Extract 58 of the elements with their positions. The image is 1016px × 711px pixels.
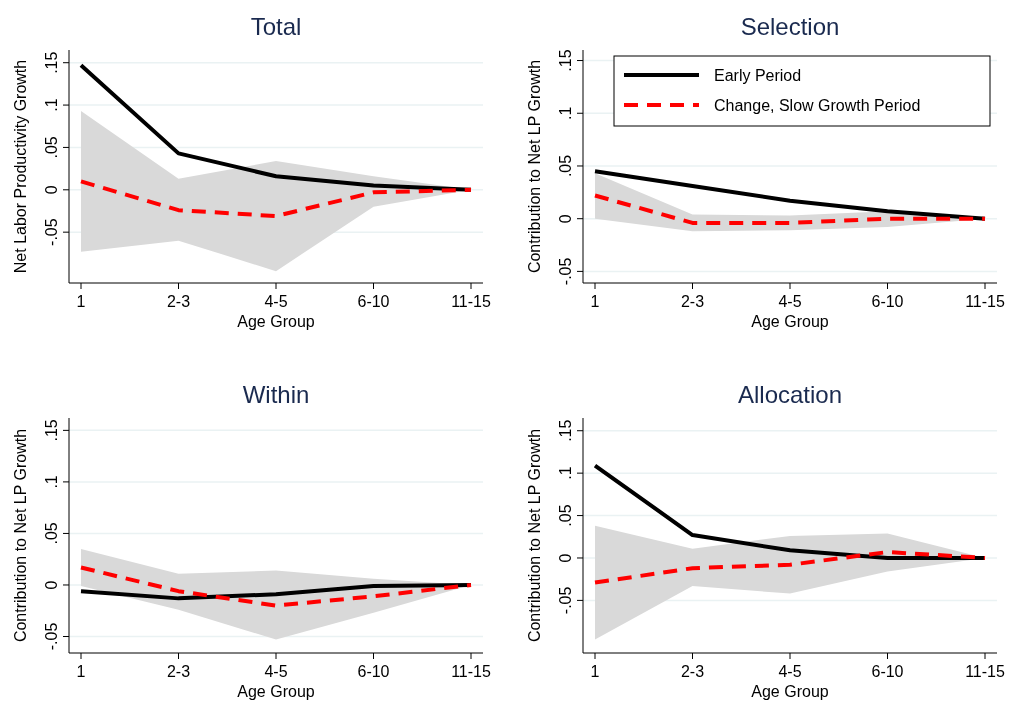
x-axis-title: Age Group	[751, 683, 829, 700]
line-series	[593, 550, 987, 585]
x-tick-label: 11-15	[965, 663, 1005, 680]
y-tick-label: 0	[557, 214, 574, 224]
x-tick-label: 2-3	[166, 293, 191, 310]
y-axis-title: Contribution to Net LP Growth	[526, 59, 543, 274]
x-axis-title: Age Group	[237, 313, 315, 330]
y-tick-label: .05	[43, 136, 60, 159]
y-tick-label: .15	[557, 419, 574, 442]
y-tick-label: .05	[557, 504, 574, 527]
x-tick-label: 1	[76, 663, 86, 680]
legend-label: Early Period	[714, 67, 802, 84]
x-tick-label: 6-10	[357, 293, 390, 310]
y-tick-label: .1	[557, 106, 574, 120]
x-tick-label: 6-10	[871, 293, 904, 310]
y-tick-label: .15	[43, 419, 60, 442]
x-tick-label: 11-15	[451, 293, 491, 310]
y-tick-label: .1	[43, 475, 60, 489]
y-tick-label: -.05	[43, 622, 60, 651]
chart-title: Total	[250, 13, 302, 40]
x-axis-title: Age Group	[237, 683, 315, 700]
y-axis-title: Contribution to Net LP Growth	[526, 428, 543, 643]
x-tick-label: 11-15	[451, 663, 491, 680]
x-tick-label: 1	[590, 663, 600, 680]
legend-label: Change, Slow Growth Period	[714, 97, 921, 114]
y-tick-label: 0	[557, 553, 574, 563]
x-tick-label: 2-3	[680, 663, 705, 680]
y-tick-label: .05	[557, 154, 574, 178]
x-tick-label: 4-5	[778, 293, 802, 310]
y-axis-title: Net Labor Productivity Growth	[12, 59, 29, 274]
chart-title: Allocation	[737, 381, 843, 408]
x-tick-label: 2-3	[166, 663, 191, 680]
y-tick-label: 0	[43, 185, 60, 195]
x-tick-label: 4-5	[264, 293, 288, 310]
y-tick-label: .05	[43, 522, 60, 545]
y-tick-label: .15	[557, 49, 574, 72]
y-tick-label: 0	[43, 580, 60, 590]
y-tick-label: -.05	[557, 586, 574, 615]
chart-title: Within	[242, 381, 310, 408]
x-tick-label: 2-3	[680, 293, 705, 310]
y-axis-title: Contribution to Net LP Growth	[12, 428, 29, 643]
x-tick-label: 4-5	[264, 663, 288, 680]
line-series	[593, 463, 987, 560]
line-series	[79, 565, 473, 608]
chart-title: Selection	[740, 13, 840, 40]
x-tick-label: 11-15	[965, 293, 1005, 310]
x-tick-label: 4-5	[778, 663, 802, 680]
x-tick-label: 6-10	[357, 663, 390, 680]
line-series	[79, 179, 473, 219]
y-tick-label: -.05	[557, 257, 574, 286]
y-tick-label: .1	[557, 466, 574, 480]
y-tick-label: .1	[43, 98, 60, 112]
x-axis-title: Age Group	[751, 313, 829, 330]
x-tick-label: 1	[76, 293, 86, 310]
y-tick-label: -.05	[43, 218, 60, 246]
y-tick-label: .15	[43, 51, 60, 74]
x-tick-label: 6-10	[871, 663, 904, 680]
x-tick-label: 1	[590, 293, 600, 310]
